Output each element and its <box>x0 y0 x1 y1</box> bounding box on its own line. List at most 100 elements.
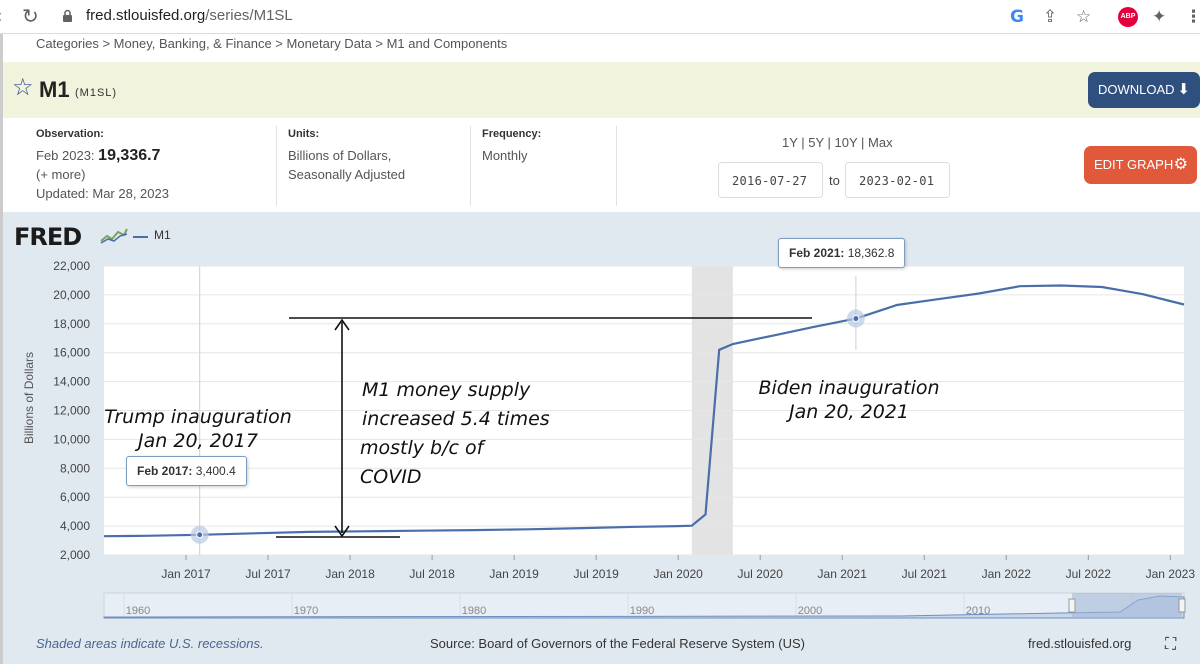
address-bar[interactable]: fred.stlouisfed.org/series/M1SL <box>86 7 293 24</box>
share-icon[interactable]: ⇪ <box>1043 7 1058 26</box>
units-line2: Seasonally Adjusted <box>288 167 406 182</box>
frequency-label: Frequency: <box>482 128 542 140</box>
navigator-tick-label: 1960 <box>126 605 150 617</box>
puzzle-icon[interactable]: ✦ <box>1152 7 1167 26</box>
annotation-line: Jan 20, 2017 <box>138 430 258 452</box>
y-tick-label: 18,000 <box>53 317 90 331</box>
range-links[interactable]: 1Y | 5Y | 10Y | Max <box>782 135 893 150</box>
frequency-block: Frequency: Monthly <box>482 128 541 165</box>
data-point <box>196 531 204 539</box>
x-tick-label: Jan 2019 <box>489 567 539 581</box>
frequency-value: Monthly <box>482 148 528 163</box>
x-tick-label: Jul 2020 <box>738 567 784 581</box>
x-tick-label: Jul 2021 <box>902 567 948 581</box>
download-button[interactable]: DOWNLOAD ⬇ <box>1088 72 1200 108</box>
tooltip-label: Feb 2021: <box>789 246 845 260</box>
recession-note: Shaded areas indicate U.S. recessions. <box>36 636 264 651</box>
y-tick-label: 8,000 <box>60 461 90 475</box>
observation-value: 19,336.7 <box>98 147 161 164</box>
end-date-input[interactable]: 2023-02-01 <box>845 162 950 198</box>
more-link[interactable]: (+ more) <box>36 167 86 182</box>
y-axis-title: Billions of Dollars <box>22 351 36 444</box>
units-block: Units: Billions of Dollars, Seasonally A… <box>288 128 405 184</box>
start-date-input[interactable]: 2016-07-27 <box>718 162 823 198</box>
observation-label: Observation: <box>36 128 104 140</box>
to-label: to <box>829 173 840 188</box>
x-tick-label: Jul 2022 <box>1066 567 1112 581</box>
navigator-tick-label: 1990 <box>630 605 654 617</box>
page-title: M1 <box>39 77 70 102</box>
units-label: Units: <box>288 128 320 140</box>
reload-icon[interactable]: ↻ <box>22 6 39 28</box>
star-outline-icon[interactable]: ☆ <box>12 74 34 101</box>
gear-icon: ⚙ <box>1173 156 1188 173</box>
site-link[interactable]: fred.stlouisfed.org <box>1028 636 1132 651</box>
arrow-left-icon[interactable]: ‹ <box>0 6 2 27</box>
navigator-handle <box>1178 598 1186 613</box>
x-tick-label: Jan 2017 <box>161 567 211 581</box>
annotation-line: M1 money supply <box>362 379 531 401</box>
window-edge <box>0 34 3 664</box>
tooltip-feb-2017: Feb 2017: 3,400.4 <box>126 456 247 486</box>
y-tick-label: 2,000 <box>60 548 90 562</box>
navigator-selection <box>1072 593 1182 618</box>
annotation-arrow-head-down <box>334 525 350 538</box>
lock-icon <box>63 9 72 22</box>
download-label: DOWNLOAD <box>1098 82 1175 97</box>
y-tick-label: 6,000 <box>60 490 90 504</box>
breadcrumb[interactable]: Categories > Money, Banking, & Finance >… <box>36 36 508 51</box>
biden-annotation: Biden inauguration Jan 20, 2021 <box>756 376 942 424</box>
url-path: /series/M1SL <box>205 7 293 24</box>
legend-label: M1 <box>154 228 171 242</box>
annotation-arrow-head-up <box>334 318 350 331</box>
x-tick-label: Jan 2023 <box>1146 567 1196 581</box>
url-host: fred.stlouisfed.org <box>86 7 206 24</box>
x-tick-label: Jan 2021 <box>818 567 868 581</box>
divider <box>470 126 471 206</box>
x-tick-label: Jan 2018 <box>325 567 375 581</box>
x-tick-label: Jan 2022 <box>982 567 1032 581</box>
fred-logo: FRED <box>14 223 82 251</box>
edit-graph-label: EDIT GRAPH <box>1094 157 1174 172</box>
annotation-line: Trump inauguration <box>104 406 292 428</box>
navigator-tick-label: 2000 <box>798 605 822 617</box>
tooltip-label: Feb 2017: <box>137 464 193 478</box>
tooltip-value: 3,400.4 <box>195 464 236 478</box>
x-tick-label: Jul 2018 <box>409 567 455 581</box>
y-tick-label: 20,000 <box>53 288 90 302</box>
series-id: (M1SL) <box>75 87 118 99</box>
trump-annotation: Trump inauguration Jan 20, 2017 <box>104 405 292 453</box>
tooltip-feb-2021: Feb 2021: 18,362.8 <box>778 238 906 268</box>
menu-icon[interactable]: ⋮ <box>1185 7 1200 26</box>
annotation-line: Biden inauguration <box>758 377 940 399</box>
y-tick-label: 14,000 <box>53 375 90 389</box>
observation-date: Feb 2023: <box>36 148 95 163</box>
annotation-line: mostly b/c of COVID <box>360 437 484 488</box>
x-tick-label: Jul 2019 <box>573 567 619 581</box>
divider <box>276 126 277 206</box>
y-tick-label: 16,000 <box>53 346 90 360</box>
x-tick-label: Jan 2020 <box>653 567 703 581</box>
annotation-line: Jan 20, 2021 <box>789 401 909 423</box>
navigator-tick-label: 1980 <box>462 605 486 617</box>
series-line-m1 <box>103 284 1185 538</box>
edit-graph-button[interactable]: EDIT GRAPH ⚙ <box>1084 146 1197 184</box>
navigator-handle <box>1068 598 1076 613</box>
bookmark-star-icon[interactable]: ☆ <box>1076 7 1092 26</box>
source-note: Source: Board of Governors of the Federa… <box>430 636 805 651</box>
browser-toolbar: ‹ ↻ fred.stlouisfed.org/series/M1SL G ⇪ … <box>0 0 1200 34</box>
legend-swatch <box>133 236 148 238</box>
download-icon: ⬇ <box>1177 81 1190 98</box>
google-icon[interactable]: G <box>1010 7 1024 27</box>
x-tick-label: Jul 2017 <box>245 567 291 581</box>
fullscreen-icon[interactable]: ⛶ <box>1165 636 1177 653</box>
units-line1: Billions of Dollars, <box>288 148 392 163</box>
adblock-icon[interactable]: ABP <box>1118 7 1138 27</box>
updated-date: Updated: Mar 28, 2023 <box>36 186 169 201</box>
fred-logo-chart-icon <box>100 226 128 244</box>
navigator-tick-label: 1970 <box>294 605 318 617</box>
y-tick-label: 4,000 <box>60 519 90 533</box>
m1-annotation: M1 money supply increased 5.4 times most… <box>356 376 550 492</box>
y-tick-label: 10,000 <box>53 432 90 446</box>
